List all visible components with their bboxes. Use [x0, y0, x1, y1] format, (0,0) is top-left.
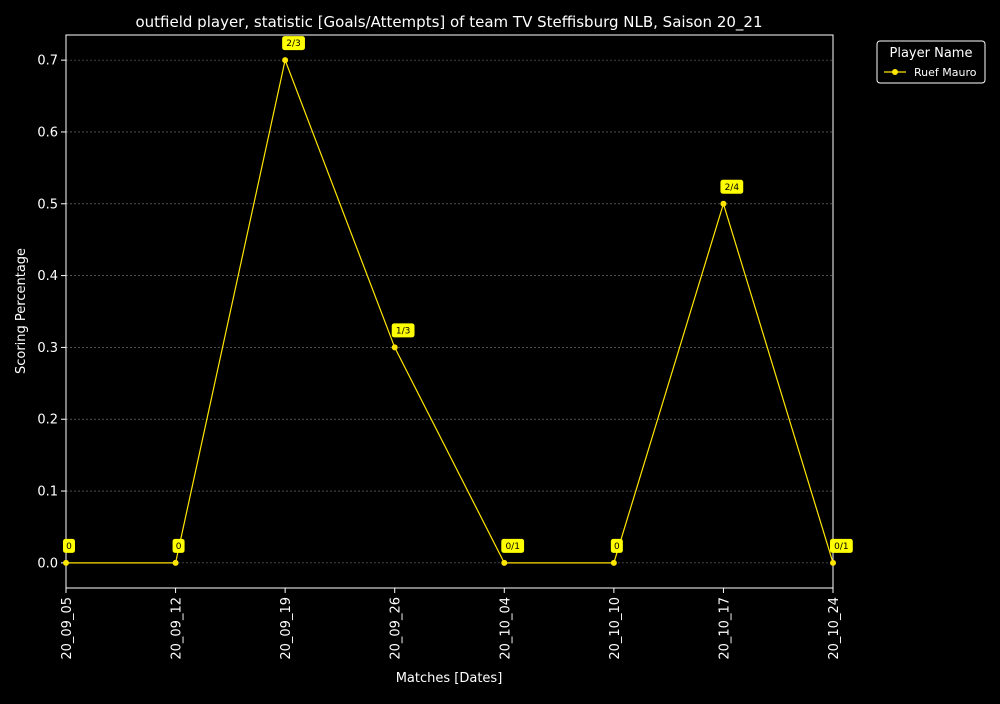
plot-frame [65, 34, 834, 589]
y-tick-label: 0.3 [37, 341, 58, 356]
x-tick-label: 20_09_26 [389, 597, 404, 660]
data-point [830, 559, 836, 566]
data-label: 1/3 [396, 326, 410, 336]
series-layer [63, 57, 836, 566]
data-label: 2/3 [286, 39, 300, 49]
data-label-box [172, 538, 185, 553]
data-point [63, 559, 69, 566]
legend-entry-ruef-mauro: Ruef Mauro [914, 66, 977, 79]
data-label: 0 [614, 542, 620, 552]
data-label-box [720, 179, 744, 194]
data-label-box [501, 538, 525, 553]
data-label-box [830, 538, 853, 553]
data-label-box [282, 36, 305, 51]
y-axis-ticks: 0.0 0.1 0.2 0.3 0.4 0.5 0.6 0.7 [37, 54, 66, 571]
data-label: 0 [176, 542, 182, 552]
x-tick-label: 20_09_05 [60, 597, 75, 660]
x-tick-label: 20_09_12 [170, 597, 185, 660]
y-tick-label: 0.7 [37, 54, 58, 69]
data-label: 0/1 [834, 542, 848, 552]
y-tick-label: 0.1 [37, 485, 58, 500]
data-label: 0/1 [505, 542, 519, 552]
y-tick-label: 0.0 [37, 556, 58, 571]
data-point [501, 559, 508, 566]
data-point [391, 344, 398, 351]
x-axis-label: Matches [Dates] [396, 671, 503, 686]
series-line-ruef-mauro [66, 58, 834, 564]
legend: Player Name Ruef Mauro [876, 40, 986, 84]
grid-layer [66, 59, 833, 564]
x-tick-label: 20_10_24 [827, 597, 842, 660]
data-label-box [391, 323, 415, 338]
legend-marker-swatch [892, 69, 898, 75]
x-tick-label: 20_10_10 [608, 597, 623, 660]
data-point [720, 200, 727, 207]
x-axis-ticks: 20_09_05 20_09_12 20_09_19 20_09_26 20_10_04… [60, 588, 842, 660]
data-label-box [63, 538, 75, 553]
data-point [282, 57, 289, 64]
y-tick-label: 0.4 [37, 269, 58, 284]
data-label-box [610, 538, 623, 553]
y-axis-label: Scoring Percentage [14, 248, 29, 374]
x-tick-label: 20_10_04 [498, 597, 513, 660]
chart-title: outfield player, statistic [Goals/Attemp… [135, 13, 762, 32]
data-label: 0 [66, 542, 72, 552]
data-label: 2/4 [725, 183, 740, 193]
data-point [172, 559, 179, 566]
x-tick-label: 20_09_19 [279, 597, 294, 660]
y-tick-label: 0.2 [37, 413, 58, 428]
y-tick-label: 0.6 [37, 125, 58, 140]
x-tick-label: 20_10_17 [717, 597, 732, 660]
data-labels: 0 0 2/3 1/3 0/1 0 2/4 0/1 [63, 36, 853, 553]
legend-title: Player Name [890, 46, 973, 61]
y-tick-label: 0.5 [37, 197, 58, 212]
data-point [610, 559, 617, 566]
